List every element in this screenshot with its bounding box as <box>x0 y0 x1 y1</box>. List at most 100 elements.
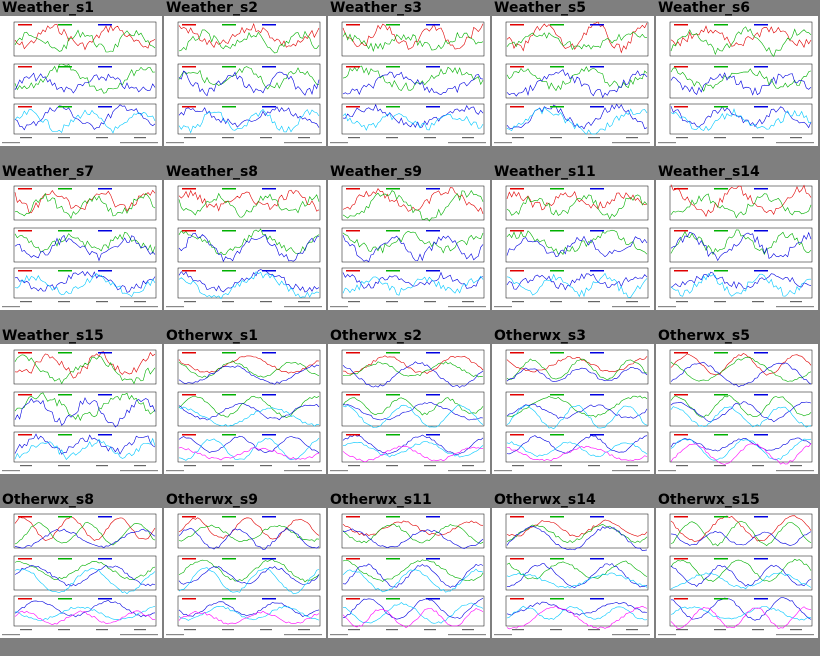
axis-tick-mark <box>58 629 70 631</box>
thumbnail-title[interactable]: Otherwx_s5 <box>658 328 750 344</box>
series-line <box>670 394 812 418</box>
plot-thumbnail[interactable] <box>492 344 654 474</box>
thumbnail-title[interactable]: Weather_s11 <box>494 164 596 180</box>
plot-thumbnail[interactable] <box>164 180 326 310</box>
series-line <box>506 605 648 621</box>
plot-thumbnail[interactable] <box>164 508 326 638</box>
thumbnail-title[interactable]: Weather_s14 <box>658 164 760 180</box>
plot-thumbnail[interactable] <box>656 508 818 638</box>
thumbnail-title[interactable]: Weather_s9 <box>330 164 423 180</box>
thumbnail-plot-image <box>330 349 486 472</box>
thumbnail-title[interactable]: Otherwx_s1 <box>166 328 258 344</box>
plot-thumbnail[interactable] <box>0 508 162 638</box>
plot-thumbnail[interactable] <box>328 508 490 638</box>
axis-tick-mark <box>20 137 32 139</box>
legend-swatch <box>58 598 72 600</box>
legend-swatch <box>346 598 360 600</box>
plot-thumbnail[interactable] <box>492 180 654 310</box>
axis-tick-mark <box>626 465 638 467</box>
plot-thumbnail[interactable] <box>492 508 654 638</box>
axis-tick-mark <box>222 137 234 139</box>
thumbnail-plot-image <box>494 349 650 472</box>
plot-thumbnail[interactable] <box>492 16 654 146</box>
thumbnail-plot-image <box>166 21 322 144</box>
thumbnail-title[interactable]: Otherwx_s9 <box>166 492 258 508</box>
legend-swatch <box>674 516 688 518</box>
series-line <box>670 184 812 218</box>
axis-tick-mark <box>752 465 764 467</box>
legend-swatch <box>426 394 440 396</box>
legend-swatch <box>426 230 440 232</box>
plot-thumbnail[interactable] <box>0 180 162 310</box>
thumbnail-title[interactable]: Otherwx_s11 <box>330 492 432 508</box>
legend-swatch <box>754 598 768 600</box>
thumbnail-title[interactable]: Otherwx_s3 <box>494 328 586 344</box>
thumbnail-title[interactable]: Otherwx_s2 <box>330 328 422 344</box>
axis-tick-mark <box>676 301 688 303</box>
plot-frame <box>177 349 321 385</box>
legend-swatch <box>182 188 196 190</box>
thumbnail-title[interactable]: Weather_s15 <box>2 328 104 344</box>
thumbnail-title[interactable]: Weather_s2 <box>166 0 259 16</box>
plot-thumbnail[interactable] <box>0 16 162 146</box>
axis-tick-mark <box>386 301 398 303</box>
thumbnail-title[interactable]: Otherwx_s8 <box>2 492 94 508</box>
axis-tick-mark <box>58 465 70 467</box>
legend-swatch <box>182 394 196 396</box>
footer-mark <box>448 634 486 636</box>
legend-swatch <box>674 188 688 190</box>
plot-thumbnail[interactable] <box>0 344 162 474</box>
thumbnail-title[interactable]: Otherwx_s14 <box>494 492 596 508</box>
series-line <box>506 572 648 589</box>
thumbnail-title[interactable]: Otherwx_s15 <box>658 492 760 508</box>
thumbnail-title[interactable]: Weather_s6 <box>658 0 751 16</box>
series-line <box>178 437 320 461</box>
plot-thumbnail[interactable] <box>656 180 818 310</box>
thumbnail-title[interactable]: Weather_s1 <box>2 0 95 16</box>
thumbnail-title[interactable]: Weather_s5 <box>494 0 587 16</box>
axis-tick-mark <box>96 301 108 303</box>
thumbnail-title[interactable]: Weather_s7 <box>2 164 95 180</box>
plot-thumbnail[interactable] <box>328 16 490 146</box>
legend-swatch <box>182 352 196 354</box>
legend-swatch <box>18 434 32 436</box>
series-line <box>670 67 812 92</box>
axis-tick-mark <box>550 465 562 467</box>
plot-thumbnail[interactable] <box>656 344 818 474</box>
plot-thumbnail[interactable] <box>328 344 490 474</box>
axis-tick-mark <box>348 137 360 139</box>
plot-frame <box>177 63 321 99</box>
plot-thumbnail[interactable] <box>328 180 490 310</box>
legend-swatch <box>222 394 236 396</box>
legend-swatch <box>714 598 728 600</box>
plot-thumbnail[interactable] <box>164 16 326 146</box>
axis-tick-mark <box>20 465 32 467</box>
series-line <box>506 526 648 552</box>
legend-swatch <box>714 106 728 108</box>
series-line <box>342 404 484 429</box>
footer-mark <box>166 470 184 472</box>
series-line <box>506 560 648 580</box>
axis-tick-mark <box>184 301 196 303</box>
legend-swatch <box>510 106 524 108</box>
thumbnail-title[interactable]: Weather_s3 <box>330 0 423 16</box>
plot-frame <box>669 63 813 99</box>
plot-thumbnail[interactable] <box>656 16 818 146</box>
series-line <box>342 65 484 92</box>
thumbnail-plot-image <box>166 513 322 636</box>
series-line <box>506 404 648 430</box>
series-line <box>342 563 484 588</box>
series-line <box>178 524 320 543</box>
thumbnail-plot-image <box>494 513 650 636</box>
plot-frame <box>341 595 485 627</box>
axis-tick-mark <box>298 629 310 631</box>
legend-swatch <box>58 24 72 26</box>
thumbnail-title[interactable]: Weather_s8 <box>166 164 259 180</box>
legend-swatch <box>18 230 32 232</box>
plot-frame <box>341 21 485 57</box>
plot-frame <box>669 349 813 385</box>
plot-thumbnail[interactable] <box>164 344 326 474</box>
footer-mark <box>166 142 184 144</box>
legend-swatch <box>262 394 276 396</box>
series-line <box>342 520 484 537</box>
